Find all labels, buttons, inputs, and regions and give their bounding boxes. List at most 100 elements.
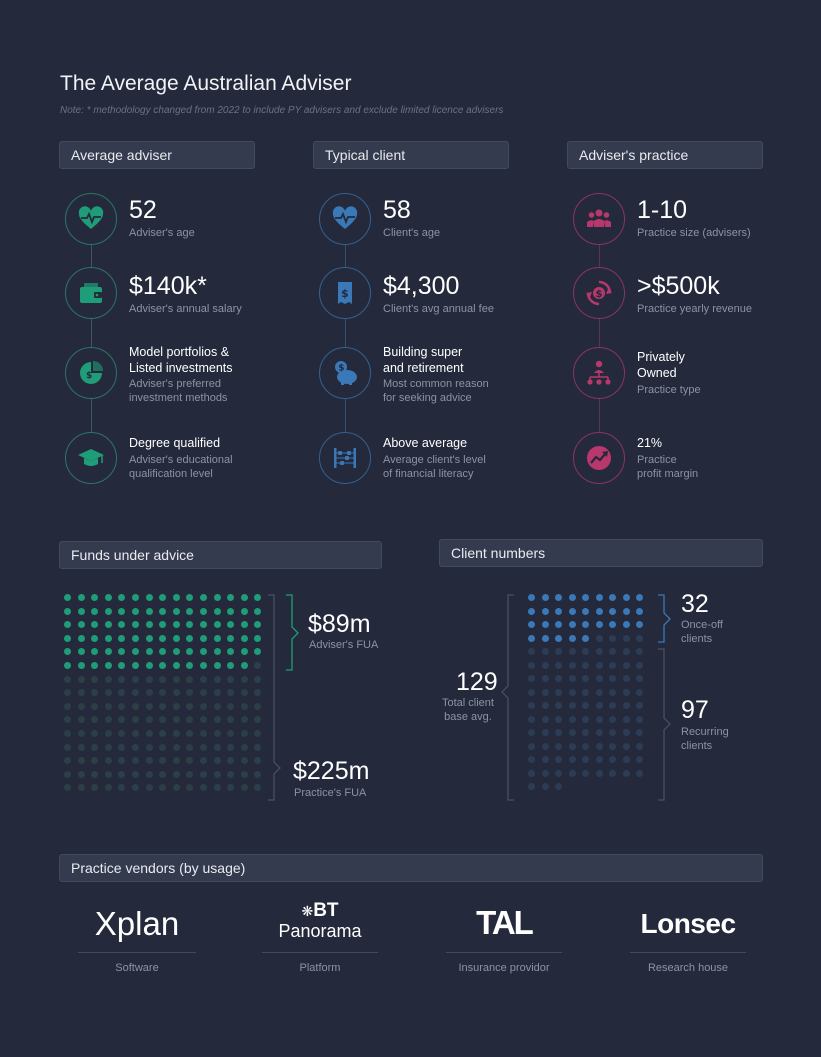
piggy-bank-icon: $ xyxy=(319,347,371,399)
adviser-fua-dot xyxy=(64,662,71,669)
recurring-client-dot xyxy=(582,769,589,777)
adviser-fua-dot xyxy=(91,594,99,601)
practice-fua-dot xyxy=(64,702,71,710)
heartbeat-icon xyxy=(65,193,117,245)
recurring-client-dot xyxy=(582,648,589,655)
practice-revenue-value: >$500k xyxy=(637,272,720,300)
practice-fua-dot xyxy=(104,743,112,751)
recurring-client-dot xyxy=(568,742,576,750)
practice-fua-dot xyxy=(145,757,153,765)
adviser-fua-dot xyxy=(254,621,262,629)
adviser-fua-dot xyxy=(159,662,167,669)
practice-fua-dot xyxy=(240,757,248,765)
onceoff-client-dot xyxy=(555,634,562,642)
adviser-fua-dot xyxy=(77,648,85,656)
practice-fua-dot xyxy=(186,675,194,683)
practice-fua-dot xyxy=(91,757,99,765)
recurring-client-dot xyxy=(568,729,576,736)
client-age-value: 58 xyxy=(383,196,411,224)
practice-fua-dot xyxy=(254,702,262,710)
recurring-client-dot xyxy=(595,661,603,669)
adviser-fua-dot xyxy=(159,634,167,642)
bt-logo-top: ❋BT xyxy=(301,900,339,921)
practice-fua-dot xyxy=(159,743,167,751)
practice-fua-dot xyxy=(240,770,248,778)
practice-fua-dot xyxy=(118,770,126,778)
practice-fua-dot xyxy=(186,770,194,778)
practice-fua-dot xyxy=(227,743,235,751)
practice-fua-dot xyxy=(186,757,194,765)
recurring-client-dot xyxy=(595,769,603,777)
practice-size-value: 1-10 xyxy=(637,196,688,224)
adviser-fua-dot xyxy=(145,648,153,656)
onceoff-client-dot xyxy=(595,607,603,615)
practice-fua-dot xyxy=(91,770,99,778)
practice-fua-dot xyxy=(159,730,167,737)
practice-fua-dot xyxy=(159,675,167,683)
adviser-fua-dot xyxy=(132,621,139,629)
recurring-value: 97 xyxy=(681,696,709,724)
practice-fua-dot xyxy=(145,770,153,778)
adviser-fua-dot xyxy=(132,662,139,669)
practice-fua-dot xyxy=(132,675,139,683)
recurring-client-dot xyxy=(622,648,630,655)
recurring-client-dot xyxy=(609,715,616,723)
onceoff-client-dot xyxy=(541,634,549,642)
practice-fua-dot xyxy=(91,784,99,792)
recurring-client-dot xyxy=(595,688,603,696)
practice-fua-dot xyxy=(227,757,235,765)
practice-fua-dot xyxy=(64,675,71,683)
recurring-client-dot xyxy=(528,648,535,655)
heartbeat-icon xyxy=(319,193,371,245)
practice-fua-bracket xyxy=(268,594,281,801)
recurring-client-dot xyxy=(622,675,630,682)
onceoff-client-dot xyxy=(528,621,535,628)
practice-fua-dot xyxy=(254,675,262,683)
vendor-label-insurance: Insurance providor xyxy=(458,962,550,974)
adviser-fua-dot xyxy=(227,621,235,629)
recurring-client-dot xyxy=(636,756,643,763)
practice-fua-dot xyxy=(240,784,248,792)
adviser-fua-bracket xyxy=(286,594,299,671)
recurring-client-dot xyxy=(528,702,535,709)
practice-margin-label2: profit margin xyxy=(637,468,699,480)
adviser-fua-dot xyxy=(132,607,139,615)
onceoff-client-dot xyxy=(555,607,562,615)
onceoff-client-dot xyxy=(568,607,576,615)
onceoff-client-dot xyxy=(541,621,549,628)
adviser-fua-dot xyxy=(240,634,248,642)
recurring-client-dot xyxy=(528,729,535,736)
recurring-client-dot xyxy=(636,661,643,669)
practice-fua-label: Practice's FUA xyxy=(294,787,367,799)
adviser-fua-dot xyxy=(172,634,180,642)
practice-size-label: Practice size (advisers) xyxy=(637,227,751,239)
adviser-fua-dot xyxy=(104,594,112,601)
recurring-client-dot xyxy=(568,769,576,777)
practice-fua-dot xyxy=(240,702,248,710)
adviser-fua-dot xyxy=(213,662,221,669)
adviser-fua-dot xyxy=(240,607,248,615)
adviser-fua-dot xyxy=(77,621,85,629)
adviser-fua-dot xyxy=(91,634,99,642)
practice-fua-dot xyxy=(104,689,112,697)
adviser-fua-dot xyxy=(227,634,235,642)
practice-fua-dot xyxy=(213,716,221,724)
recurring-client-dot xyxy=(609,688,616,696)
recurring-client-dot xyxy=(609,756,616,763)
practice-type-line1: Privately xyxy=(637,350,685,364)
svg-text:$: $ xyxy=(338,364,344,374)
practice-fua-dot xyxy=(172,702,180,710)
recurring-client-dot xyxy=(636,729,643,736)
client-literacy-label2: of financial literacy xyxy=(383,468,474,480)
practice-fua-dot xyxy=(132,716,139,724)
adviser-fua-dot xyxy=(118,662,126,669)
onceoff-client-dot xyxy=(541,607,549,615)
practice-fua-dot xyxy=(104,716,112,724)
recurring-client-dot xyxy=(541,675,549,682)
onceoff-client-dot xyxy=(582,634,589,642)
header-funds-under-advice: Funds under advice xyxy=(59,541,382,569)
practice-fua-dot xyxy=(172,730,180,737)
recurring-client-dot xyxy=(622,702,630,709)
practice-fua-dot xyxy=(64,716,71,724)
practice-fua-dot xyxy=(227,784,235,792)
